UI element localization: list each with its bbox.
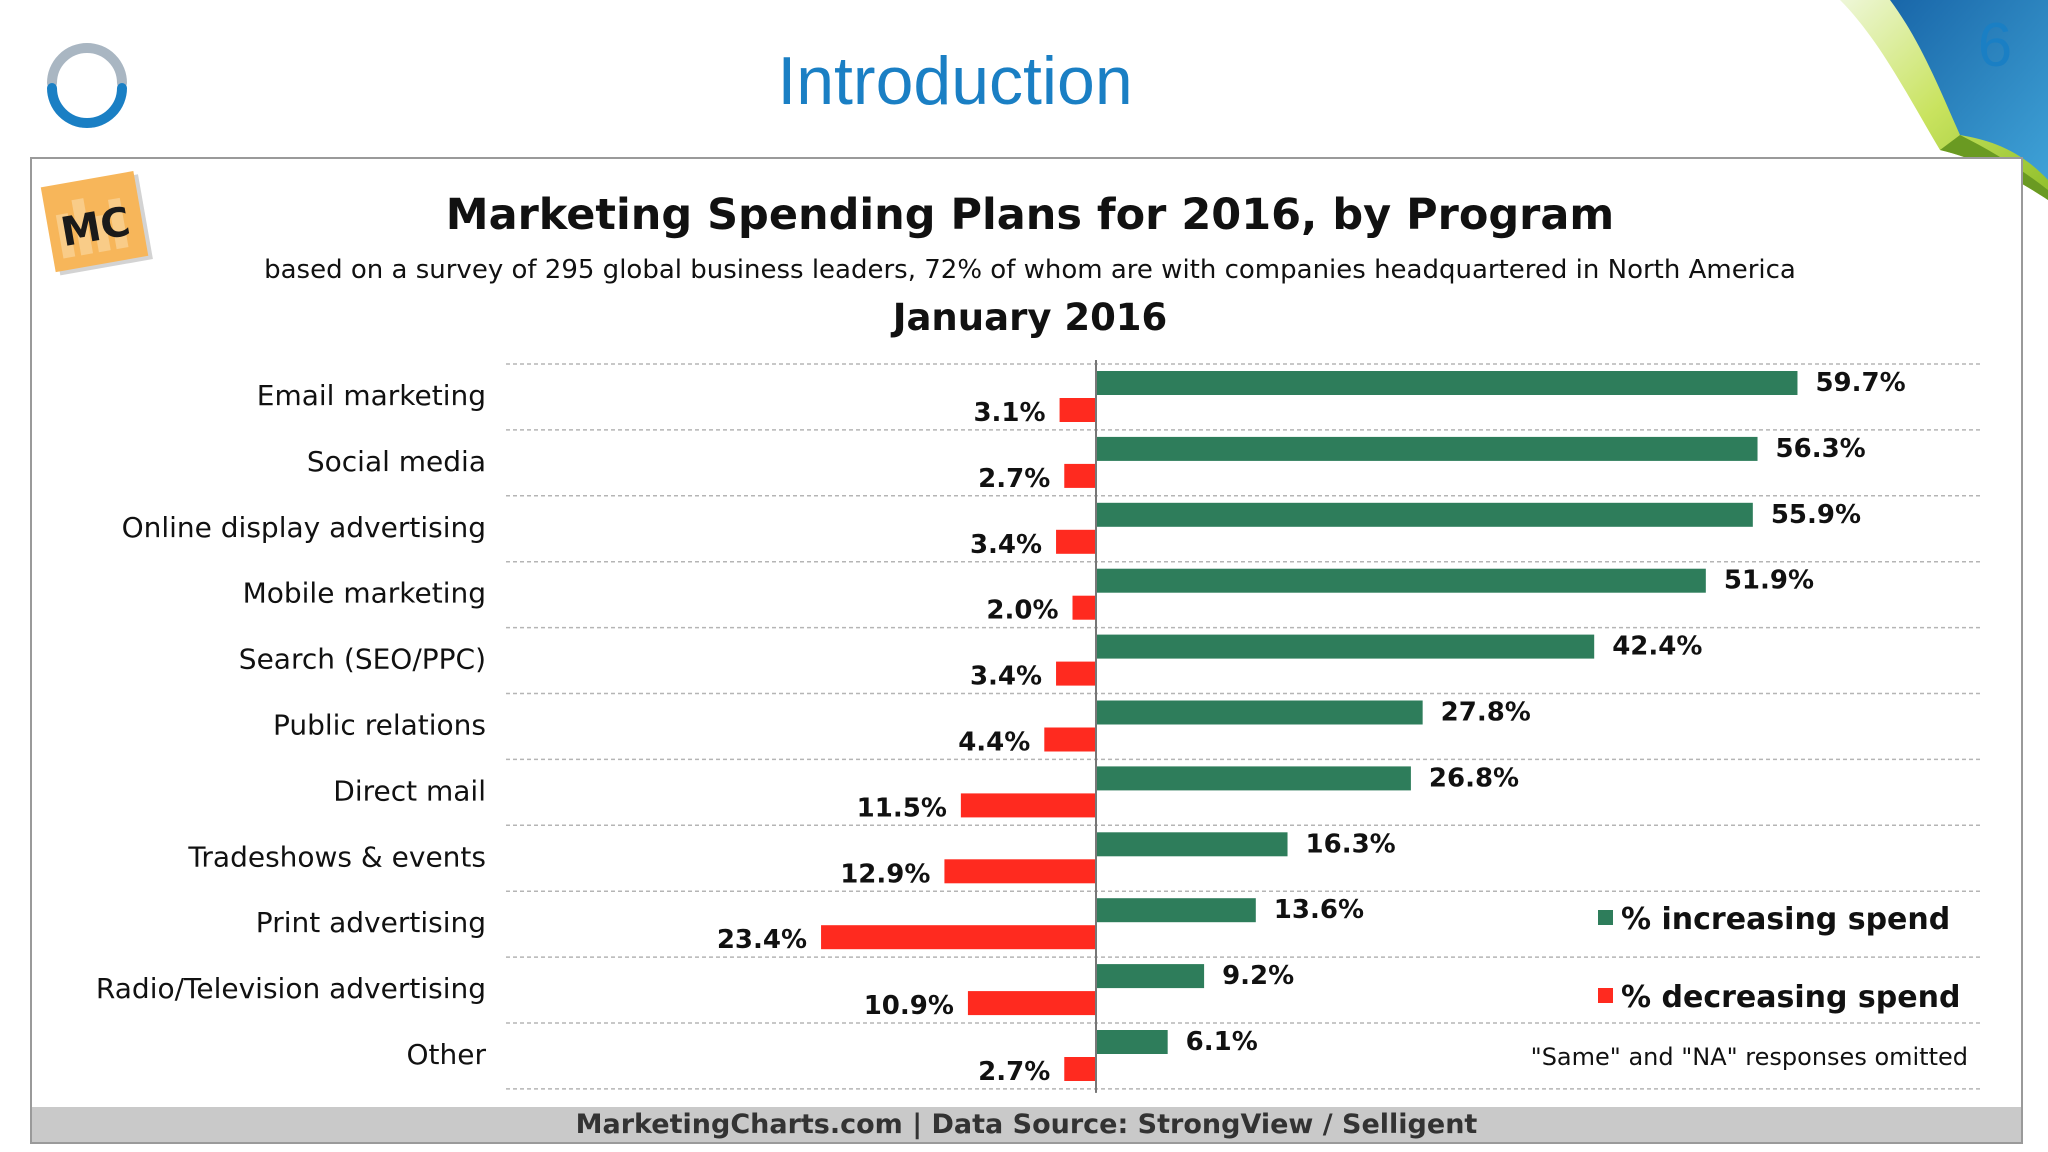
data-label-decrease: 3.4% (970, 662, 1042, 692)
category-label: Other (406, 1038, 486, 1071)
bar-decrease (1044, 727, 1096, 752)
data-label-increase: 27.8% (1441, 698, 1531, 728)
category-label: Mobile marketing (243, 577, 486, 610)
bar-increase (1096, 634, 1595, 659)
data-label-decrease: 3.4% (970, 530, 1042, 560)
category-label: Print advertising (256, 906, 486, 939)
bar-decrease (1056, 529, 1096, 554)
bar-decrease (967, 991, 1096, 1016)
data-label-increase: 9.2% (1222, 961, 1294, 991)
data-label-increase: 26.8% (1429, 763, 1519, 793)
chart-date: January 2016 (892, 296, 1168, 339)
data-label-decrease: 12.9% (840, 859, 930, 889)
bar-decrease (944, 859, 1096, 884)
legend-swatch-decrease (1598, 988, 1613, 1003)
ring-logo-icon (47, 43, 127, 128)
data-label-decrease: 2.7% (978, 464, 1050, 494)
source-bar: MarketingCharts.com | Data Source: Stron… (32, 1107, 2021, 1142)
bar-increase (1096, 700, 1423, 725)
bar-increase (1096, 436, 1758, 461)
data-label-increase: 55.9% (1771, 500, 1861, 530)
data-label-decrease: 23.4% (717, 925, 807, 955)
bar-increase (1096, 964, 1205, 989)
category-label: Online display advertising (122, 511, 486, 544)
bar-increase (1096, 502, 1753, 527)
chart-title: Marketing Spending Plans for 2016, by Pr… (445, 190, 1615, 240)
bar-decrease (1064, 1057, 1096, 1081)
legend-label-increase: % increasing spend (1621, 902, 1951, 937)
data-label-increase: 56.3% (1776, 434, 1866, 464)
slide-title: Introduction (777, 43, 1133, 119)
category-label: Public relations (273, 709, 486, 742)
mc-badge-logo: MC (40, 171, 153, 276)
bar-increase (1096, 568, 1706, 593)
data-label-increase: 51.9% (1724, 566, 1814, 596)
legend-item-decrease: % decreasing spend (1598, 980, 1960, 1015)
category-label: Email marketing (257, 379, 486, 412)
category-label: Tradeshows & events (187, 840, 486, 873)
data-label-increase: 59.7% (1815, 368, 1905, 398)
data-label-increase: 42.4% (1612, 632, 1702, 662)
bar-decrease (1056, 661, 1096, 686)
category-label: Search (SEO/PPC) (239, 643, 486, 676)
data-label-increase: 13.6% (1274, 895, 1364, 925)
data-label-increase: 16.3% (1306, 829, 1396, 859)
chart-frame (30, 157, 2023, 1144)
data-label-decrease: 3.1% (973, 398, 1045, 428)
chart-footnote: "Same" and "NA" responses omitted (1530, 1043, 1968, 1071)
bar-increase (1096, 766, 1411, 791)
data-label-decrease: 2.7% (978, 1057, 1050, 1087)
category-label: Direct mail (333, 774, 486, 807)
category-label: Social media (307, 445, 486, 478)
bar-decrease (1059, 398, 1096, 422)
data-label-decrease: 2.0% (986, 596, 1058, 626)
data-label-decrease: 4.4% (958, 728, 1030, 758)
bar-decrease (1072, 595, 1096, 620)
data-label-decrease: 11.5% (857, 793, 947, 823)
bar-decrease (1064, 463, 1096, 488)
bar-increase (1096, 1030, 1168, 1054)
chart-subtitle: based on a survey of 295 global business… (264, 255, 1796, 285)
bar-increase (1096, 898, 1256, 923)
legend-label-decrease: % decreasing spend (1621, 980, 1961, 1015)
bar-decrease (821, 925, 1096, 950)
category-label: Radio/Television advertising (96, 972, 486, 1005)
legend-item-increase: % increasing spend (1598, 902, 1950, 937)
bar-increase (1096, 371, 1798, 395)
bar-increase (1096, 832, 1288, 857)
data-label-decrease: 10.9% (864, 991, 954, 1021)
bar-decrease (960, 793, 1096, 818)
data-label-increase: 6.1% (1186, 1027, 1258, 1057)
legend-swatch-increase (1598, 910, 1613, 925)
page-number: 6 (1977, 11, 2013, 80)
